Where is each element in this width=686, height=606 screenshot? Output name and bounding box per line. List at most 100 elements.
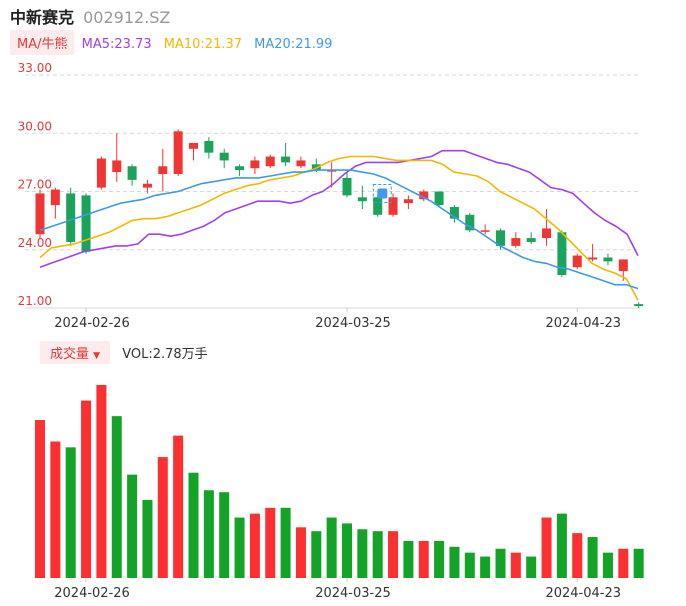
candlestick <box>388 193 398 217</box>
candle-body <box>173 131 183 175</box>
candlestick <box>465 212 475 233</box>
ma-legend: MA/牛熊 MA5:23.73 MA10:21.37 MA20:21.99 <box>10 30 340 55</box>
candlestick <box>542 208 552 246</box>
candlestick <box>526 232 536 244</box>
candlestick <box>235 164 245 176</box>
candlestick <box>158 148 168 192</box>
candlestick <box>480 224 490 235</box>
candlestick <box>373 195 383 217</box>
candlestick <box>511 232 521 248</box>
candle-body <box>296 160 306 167</box>
volume-bar <box>480 556 491 578</box>
volume-legend: 成交量 ▼ VOL:2.78万手 <box>40 341 208 364</box>
ma10-line <box>39 155 639 301</box>
candlestick <box>66 187 76 246</box>
candle-body <box>634 304 644 307</box>
ma-toggle-button[interactable]: MA/牛熊 <box>10 30 74 55</box>
candlestick <box>557 230 567 277</box>
candlesticks <box>35 129 644 308</box>
focus-marker-dot <box>377 188 388 199</box>
volume-bar <box>81 400 92 578</box>
candle-body <box>403 199 413 204</box>
candlestick <box>281 142 291 167</box>
y-tick-label: 30.00 <box>18 119 52 133</box>
candlestick <box>357 185 367 209</box>
volume-bar <box>541 517 552 578</box>
candlestick <box>634 302 644 308</box>
volume-bar <box>633 548 644 578</box>
volume-bar <box>65 447 76 578</box>
candle-body <box>235 166 245 171</box>
candle-body <box>96 158 106 188</box>
volume-toggle-label: 成交量 <box>50 347 90 362</box>
volume-bar <box>357 529 368 578</box>
candle-body <box>588 257 598 260</box>
volume-bar <box>372 531 383 578</box>
volume-bar <box>510 552 521 578</box>
candlestick <box>81 193 91 254</box>
volume-bar <box>50 441 61 578</box>
moving-average-lines <box>39 149 639 301</box>
volume-bars <box>35 384 644 578</box>
volume-bar <box>295 527 306 578</box>
candle-body <box>480 230 490 232</box>
candle-body <box>419 191 429 200</box>
volume-bar <box>188 472 199 578</box>
volume-bar <box>572 533 583 578</box>
candlestick <box>96 156 106 190</box>
candle-body <box>434 191 444 206</box>
candle-body <box>603 257 613 262</box>
volume-bar <box>602 552 613 578</box>
candlestick <box>219 148 229 169</box>
candlestick <box>142 179 152 194</box>
volume-bar <box>311 531 322 578</box>
candle-body <box>81 195 91 252</box>
volume-bar <box>142 500 153 578</box>
candle-body <box>542 228 552 239</box>
candle-body <box>357 197 367 202</box>
volume-bar <box>495 548 506 578</box>
candlestick <box>603 253 613 266</box>
volume-bar <box>326 517 337 578</box>
dropdown-arrow-icon: ▼ <box>93 351 101 361</box>
volume-bar <box>403 540 414 578</box>
current-marker <box>372 183 392 203</box>
ma20-line <box>39 169 639 290</box>
candle-body <box>204 141 214 153</box>
y-tick-label: 21.00 <box>18 294 52 308</box>
stock-code: 002912.SZ <box>83 8 171 27</box>
volume-toggle-button[interactable]: 成交量 ▼ <box>40 341 111 364</box>
candle-body <box>465 214 475 231</box>
volume-bar <box>96 384 107 578</box>
candle-body <box>526 238 536 242</box>
candlestick <box>572 253 582 270</box>
volume-bar <box>464 552 475 578</box>
volume-bar <box>234 517 245 578</box>
candle-body <box>557 232 567 275</box>
date-tick-label: 2024-03-25 <box>315 586 391 601</box>
ma10-label: MA10:21.37 <box>163 37 243 52</box>
candlestick <box>296 156 306 169</box>
candle-body <box>189 142 198 149</box>
candlestick <box>419 189 429 202</box>
candle-body <box>281 156 291 163</box>
candlestick <box>250 156 260 175</box>
volume-bar <box>556 513 567 578</box>
candle-body <box>388 197 398 215</box>
date-tick-label: 2024-02-26 <box>54 316 130 331</box>
candlestick <box>35 189 45 239</box>
volume-bar <box>127 474 138 578</box>
volume-bar <box>219 492 230 578</box>
candle-body <box>127 166 137 180</box>
volume-bar <box>434 540 445 578</box>
y-tick-label: 27.00 <box>18 178 52 192</box>
date-axis-labels: 2024-02-26 2024-03-25 2024-04-23 2024-02-26… <box>54 308 621 601</box>
price-axis-labels: 33.00 30.00 27.00 24.00 21.00 <box>18 61 52 308</box>
candle-body <box>158 166 168 175</box>
ma20-label: MA20:21.99 <box>254 37 333 52</box>
candlestick <box>127 164 137 186</box>
volume-bar <box>203 490 214 578</box>
volume-bar <box>157 457 168 578</box>
ma5-label: MA5:23.73 <box>81 37 152 52</box>
